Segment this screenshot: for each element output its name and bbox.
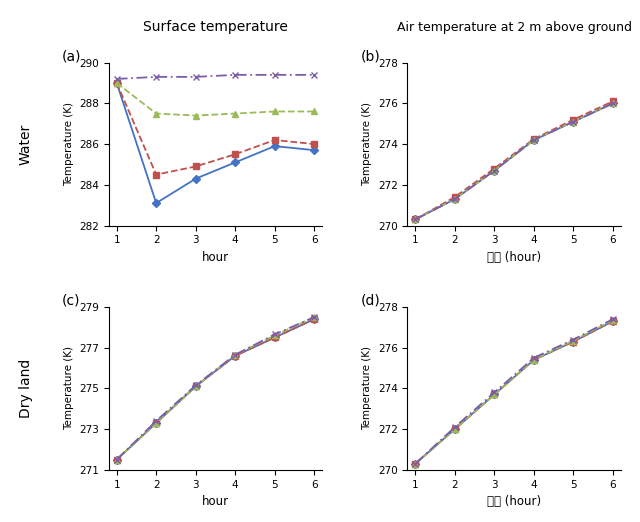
Text: (d): (d) <box>360 294 380 308</box>
Text: Water: Water <box>19 123 33 165</box>
Y-axis label: Temperature (K): Temperature (K) <box>362 347 372 430</box>
Text: (c): (c) <box>62 294 81 308</box>
X-axis label: 시간 (hour): 시간 (hour) <box>487 495 541 508</box>
Text: Air temperature at 2 m above ground: Air temperature at 2 m above ground <box>397 21 632 34</box>
Text: (a): (a) <box>62 50 81 64</box>
Text: Surface temperature: Surface temperature <box>143 20 288 34</box>
Text: Dry land: Dry land <box>19 359 33 418</box>
X-axis label: hour: hour <box>202 495 229 508</box>
Y-axis label: Temperature (K): Temperature (K) <box>63 102 74 186</box>
Y-axis label: Temperature (K): Temperature (K) <box>63 347 74 430</box>
Text: (b): (b) <box>360 50 380 64</box>
X-axis label: 시간 (hour): 시간 (hour) <box>487 251 541 264</box>
X-axis label: hour: hour <box>202 251 229 264</box>
Y-axis label: Temperature (K): Temperature (K) <box>362 102 372 186</box>
